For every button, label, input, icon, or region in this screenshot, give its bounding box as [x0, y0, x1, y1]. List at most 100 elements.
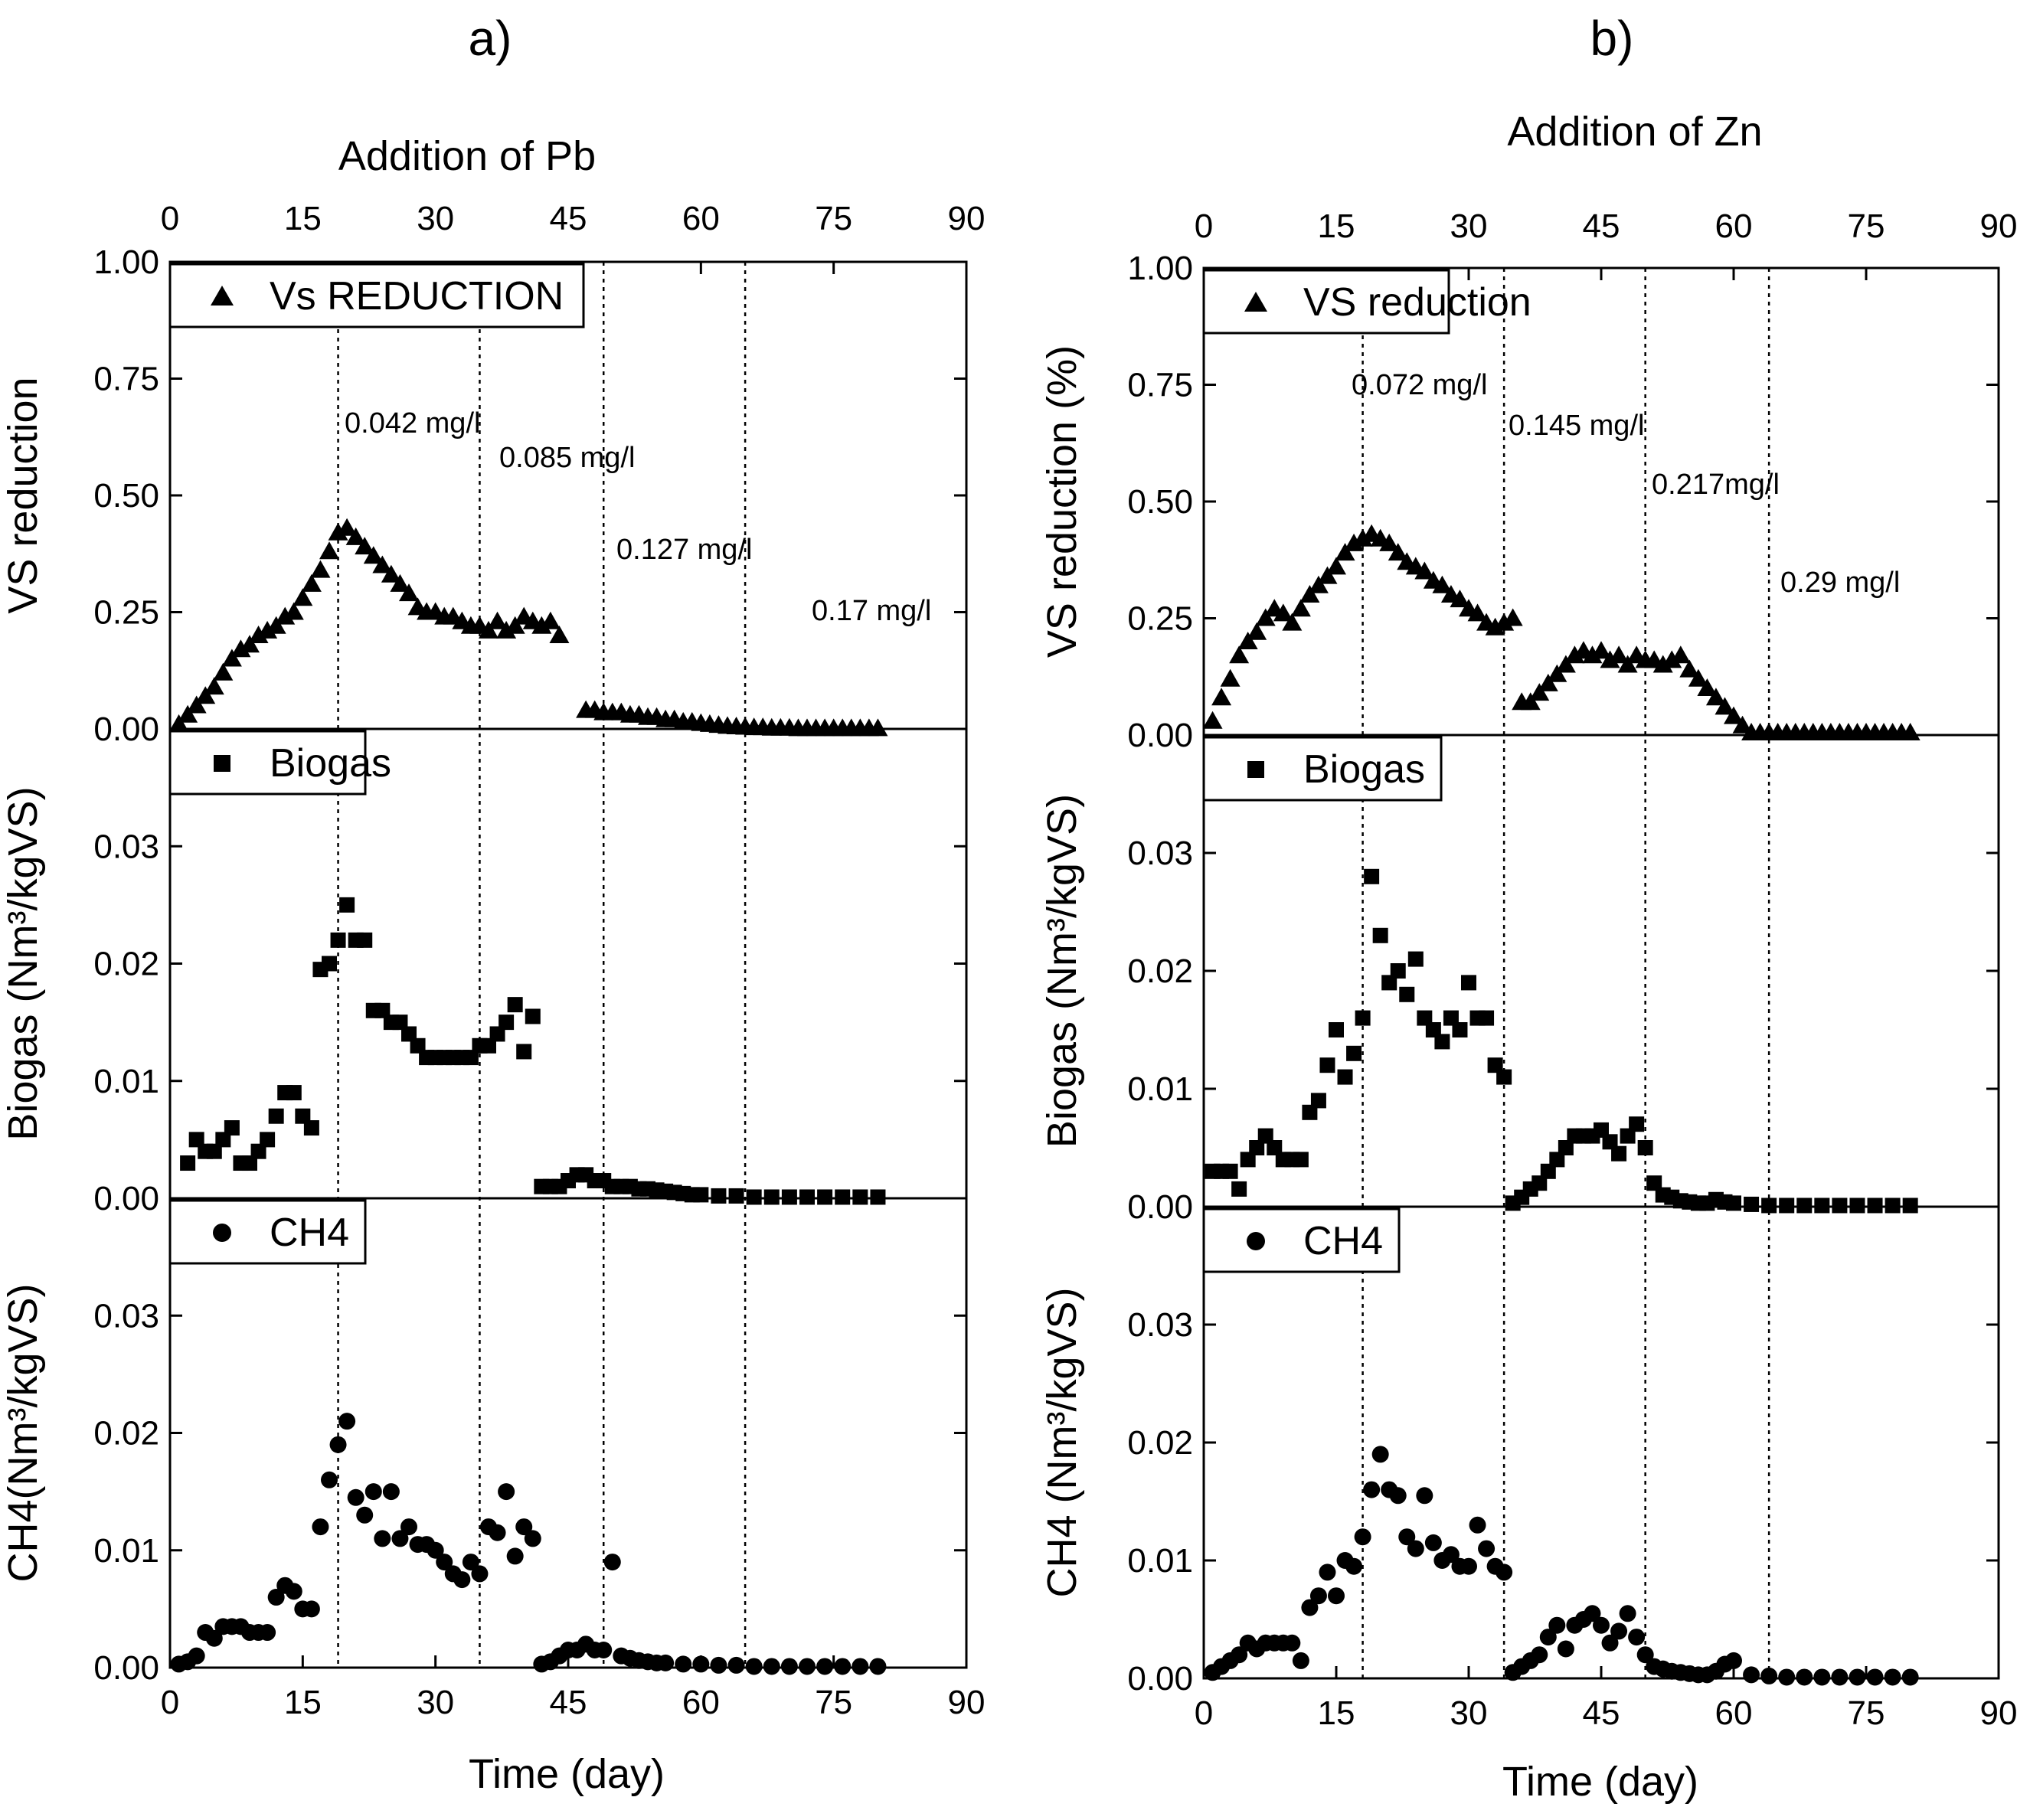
ch4-point: [1760, 1667, 1778, 1684]
vs-reduction-point: [1299, 585, 1320, 603]
vs-reduction-point: [381, 564, 401, 583]
biogas-point: [1902, 1198, 1918, 1214]
concentration-label: 0.042 mg/l: [345, 407, 480, 439]
biogas-point: [1602, 1134, 1618, 1150]
ch4-point: [763, 1658, 780, 1675]
ch4-point: [436, 1554, 453, 1571]
vs-reduction-point: [1494, 613, 1515, 631]
x-bottom-tick-label: 60: [1715, 1694, 1753, 1732]
top-axis-title-a: Addition of Pb: [338, 133, 596, 179]
x-top-tick-label: 90: [948, 200, 986, 237]
vs-reduction-point: [549, 626, 570, 643]
vs-reduction-point: [1538, 673, 1558, 691]
vs-reduction-point: [363, 546, 384, 564]
vs-reduction-point: [1679, 659, 1700, 678]
biogas-point: [1302, 1104, 1318, 1120]
concentration-label: 0.29 mg/l: [1780, 567, 1900, 599]
y-tick-label: 0.25: [93, 594, 159, 632]
vs-reduction-point: [868, 718, 888, 737]
ch4-point: [267, 1589, 285, 1606]
ch4-point: [1354, 1528, 1371, 1546]
vs-reduction-point: [301, 573, 322, 592]
ch4-point: [524, 1530, 541, 1547]
ch4-point: [816, 1658, 834, 1675]
y-axis-title: CH4 (Nm³/kgVS): [1039, 1287, 1085, 1597]
ch4-point: [1593, 1616, 1610, 1634]
biogas-point: [1629, 1116, 1645, 1132]
ch4-point: [1884, 1668, 1901, 1686]
x-axis-title-a: Time (day): [469, 1751, 665, 1797]
x-top-tick-label: 60: [1715, 207, 1753, 245]
biogas-point: [1364, 868, 1380, 884]
legend-box: [1202, 1207, 1401, 1273]
vs-reduction-point: [1591, 641, 1611, 659]
ch4-point: [1778, 1668, 1796, 1686]
biogas-point: [374, 1002, 391, 1018]
biogas-point: [303, 1120, 319, 1136]
x-bottom-tick-label: 60: [682, 1684, 720, 1721]
ch4-point: [1231, 1646, 1248, 1664]
y-axis-title: Biogas (Nm³/kgVS): [1039, 794, 1085, 1148]
biogas-point: [268, 1108, 284, 1124]
biogas-point: [260, 1132, 276, 1148]
vs-reduction-point: [293, 588, 313, 606]
ch4-point: [382, 1483, 400, 1501]
vs-reduction-point: [390, 573, 410, 592]
vs-reduction-point: [319, 541, 339, 560]
biogas-point: [1249, 1140, 1265, 1155]
x-top-tick-label: 75: [815, 200, 852, 237]
x-top-tick-label: 30: [1450, 207, 1488, 245]
ch4-point: [727, 1656, 745, 1674]
x-bottom-tick-label: 0: [1195, 1694, 1213, 1732]
vs-reduction-point: [248, 626, 269, 643]
ch4-point: [1619, 1605, 1636, 1622]
ch4-point: [374, 1530, 391, 1547]
ch4-point: [1725, 1652, 1742, 1669]
vs-reduction-point: [168, 714, 189, 732]
ch4-point: [692, 1655, 710, 1673]
biogas-point: [1726, 1195, 1741, 1211]
ch4-point: [329, 1436, 347, 1453]
vs-reduction-point: [1282, 613, 1303, 631]
vs-reduction-point: [1352, 528, 1373, 547]
ch4-point: [285, 1583, 302, 1600]
biogas-point: [1222, 1163, 1238, 1179]
x-bottom-tick-label: 15: [284, 1684, 322, 1721]
x-top-tick-label: 45: [1583, 207, 1620, 245]
ch4-point: [1628, 1629, 1646, 1646]
vs-reduction-point: [1732, 715, 1753, 734]
x-axis-title-b: Time (day): [1502, 1759, 1698, 1805]
ch4-point: [312, 1518, 329, 1536]
vs-reduction-point: [1697, 678, 1718, 696]
vs-reduction-point: [479, 620, 499, 639]
biogas-point: [1257, 1128, 1273, 1144]
legend-triangle-marker: [1244, 292, 1267, 312]
biogas-point: [507, 997, 523, 1013]
vs-reduction-point: [1688, 668, 1708, 687]
y-tick-label: 0.03: [1127, 835, 1193, 872]
concentration-label: 0.072 mg/l: [1352, 369, 1487, 401]
concentration-label: 0.145 mg/l: [1509, 410, 1644, 442]
vs-reduction-point: [1564, 645, 1585, 664]
biogas-point: [1885, 1198, 1901, 1214]
vs-reduction-point: [213, 662, 234, 681]
ch4-point: [205, 1629, 223, 1647]
vs-reduction-point: [505, 616, 525, 634]
biogas-point: [1337, 1069, 1353, 1085]
y-tick-label: 0.75: [93, 361, 159, 398]
vs-reduction-point: [1652, 655, 1673, 673]
vs-reduction-point: [399, 583, 419, 602]
x-bottom-tick-label: 45: [550, 1684, 587, 1721]
biogas-point: [489, 1026, 505, 1042]
ch4-point: [1407, 1540, 1424, 1557]
x-top-tick-label: 15: [284, 200, 322, 237]
biogas-point: [1549, 1152, 1565, 1168]
x-bottom-tick-label: 0: [161, 1684, 179, 1721]
y-axis-title: VS reduction: [0, 377, 46, 613]
top-axis-title-b: Addition of Zn: [1507, 109, 1762, 155]
y-axis-title: Biogas (Nm³/kgVS): [0, 786, 46, 1140]
vs-reduction-point: [1414, 561, 1435, 580]
concentration-label: 0.17 mg/l: [812, 595, 931, 627]
biogas-point: [1399, 986, 1415, 1002]
ch4-point: [657, 1654, 675, 1671]
